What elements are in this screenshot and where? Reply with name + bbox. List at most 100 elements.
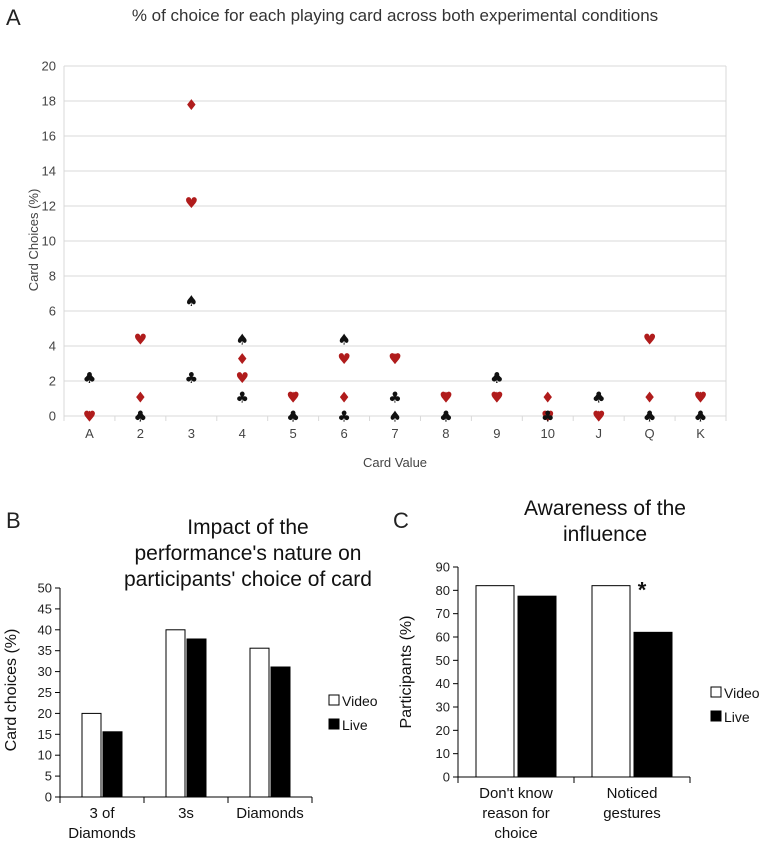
panel-b-letter: B (6, 508, 21, 533)
point-diamonds-a: ♦ (83, 408, 96, 426)
chart-b-axes (59, 588, 313, 803)
chart-c-y-ticks: 0 10 20 30 40 50 60 70 80 90 (436, 560, 458, 785)
chart-b-y-label: Card choices (%) (3, 629, 20, 752)
chart-a-y-tick-10: 10 (42, 234, 56, 249)
point-hearts-7: ♥ (388, 350, 401, 368)
chart-c-y-tick-90: 90 (436, 560, 450, 575)
chart-a-x-tick-9: 9 (493, 426, 500, 441)
point-diamonds-10: ♦ (541, 388, 554, 406)
chart-c-bar: Awareness of the influence 0 10 20 30 40 50 60 7… (398, 497, 760, 842)
chart-b-legend: Video Live (328, 693, 378, 733)
bar-video-noticed-gestures (591, 585, 631, 778)
point-diamonds-k: ♦ (694, 388, 707, 406)
point-spades-q: ♠ (643, 408, 656, 426)
chart-c-annotations: * (638, 578, 647, 603)
point-clubs-2: ♣ (134, 408, 147, 426)
bar-video-3-of-diamonds (81, 712, 102, 798)
chart-c-y-tick-20: 20 (436, 723, 450, 738)
chart-b-y-tick-40: 40 (38, 622, 52, 637)
point-spades-k: ♠ (694, 408, 707, 426)
chart-b-y-tick-50: 50 (38, 581, 52, 596)
point-diamonds-3: ♦ (185, 96, 198, 114)
chart-a-y-tick-4: 4 (49, 339, 56, 354)
bar-live-noticed-gestures (633, 631, 673, 778)
point-clubs-a: ♣ (83, 369, 96, 387)
chart-a-x-tick-j: J (595, 426, 602, 441)
point-hearts-6: ♥ (337, 350, 350, 368)
chart-b-bars (81, 629, 291, 798)
chart-a-y-label: Card Choices (%) (26, 189, 41, 292)
point-clubs-q: ♣ (643, 408, 656, 426)
significance-star: * (638, 578, 647, 603)
chart-a-scatter: % of choice for each playing card across… (26, 6, 727, 470)
chart-b-title-line-2: performance's nature on (135, 542, 362, 565)
chart-b-y-ticks: 0 5 10 15 20 25 30 35 40 45 50 (38, 581, 60, 805)
legend-label-live: Live (342, 717, 368, 733)
point-spades-j: ♠ (592, 388, 605, 406)
chart-a-x-tick-k: K (696, 426, 705, 441)
chart-b-bar: Impact of the performance's nature on part… (3, 516, 378, 842)
point-hearts-9: ♥ (490, 388, 503, 406)
chart-c-title-line-2: influence (563, 523, 647, 546)
chart-c-categories: Don't know reason for choice Noticed gesture… (479, 785, 661, 842)
chart-a-x-tick-2: 2 (137, 426, 144, 441)
chart-a-x-tick-5: 5 (290, 426, 297, 441)
chart-b-y-tick-45: 45 (38, 601, 52, 616)
chart-b-category-3-of-diamonds-line-1: 3 of (89, 805, 115, 822)
point-hearts-10: ♥ (541, 408, 554, 426)
point-clubs-j: ♣ (592, 388, 605, 406)
point-diamonds-9: ♦ (490, 388, 503, 406)
chart-a-y-tick-0: 0 (49, 409, 56, 424)
chart-a-title: % of choice for each playing card across… (132, 6, 658, 25)
point-diamonds-7: ♦ (388, 350, 401, 368)
chart-b-y-tick-10: 10 (38, 748, 52, 763)
point-clubs-3: ♣ (185, 369, 198, 387)
chart-a-x-ticks: A 2 3 4 5 6 7 8 9 10 J Q K (85, 426, 705, 441)
chart-c-category-noticed-gestures-line-1: Noticed (607, 785, 658, 802)
point-hearts-5: ♥ (286, 388, 299, 406)
point-diamonds-6: ♦ (337, 388, 350, 406)
point-spades-a: ♠ (83, 369, 96, 387)
point-clubs-5: ♣ (286, 408, 299, 426)
chart-c-y-tick-10: 10 (436, 746, 450, 761)
chart-a-x-tick-4: 4 (239, 426, 246, 441)
chart-c-category-don-t-know-reason-for-choice-line-1: Don't know (479, 785, 553, 802)
chart-b-y-tick-30: 30 (38, 664, 52, 679)
chart-c-category-don-t-know-reason-for-choice-line-2: reason for (482, 805, 550, 822)
bar-live-diamonds (270, 666, 291, 798)
chart-a-points: ♠♠♠♠♠♠♠ ♠♠♠♠♠ ♠♥♥♥♥♥♥ ♥♥ ♥♥ ♥♥♥♦♦♦♦♦ ♦♦♦ ♦ ♦♦♦ ♦♣… (83, 96, 708, 426)
point-clubs-4: ♣ (236, 388, 249, 406)
chart-a-y-tick-14: 14 (42, 164, 56, 179)
point-spades-2: ♠ (134, 408, 147, 426)
point-hearts-j: ♥ (592, 408, 605, 426)
chart-b-title-line-3: participants' choice of card (124, 568, 372, 591)
point-hearts-2: ♥ (134, 331, 147, 349)
chart-a-y-tick-12: 12 (42, 199, 56, 214)
chart-c-category-don-t-know-reason-for-choice-line-3: choice (494, 825, 537, 842)
chart-c-title-line-1: Awareness of the (524, 497, 686, 520)
bar-live-don-t-know-reason-for-choice (517, 595, 557, 778)
chart-a-x-label: Card Value (363, 455, 427, 470)
point-diamonds-4: ♦ (236, 350, 249, 368)
chart-c-y-tick-80: 80 (436, 583, 450, 598)
chart-c-y-tick-50: 50 (436, 653, 450, 668)
chart-a-y-ticks: 0 2 4 6 8 10 12 14 16 18 20 (42, 59, 56, 424)
chart-b-y-tick-20: 20 (38, 706, 52, 721)
legend-swatch-video (710, 686, 722, 698)
chart-a-y-tick-18: 18 (42, 94, 56, 109)
chart-a-y-tick-20: 20 (42, 59, 56, 74)
point-diamonds-q: ♦ (643, 388, 656, 406)
point-spades-9: ♠ (490, 369, 503, 387)
legend-label-video: Video (342, 693, 378, 709)
chart-b-title-line-1: Impact of the (187, 516, 308, 539)
chart-b-y-tick-0: 0 (45, 790, 52, 805)
point-spades-10: ♠ (541, 408, 554, 426)
chart-c-category-noticed-gestures-line-2: gestures (603, 805, 661, 822)
chart-a-x-tick-8: 8 (442, 426, 449, 441)
point-spades-8: ♠ (439, 408, 452, 426)
point-spades-6: ♠ (337, 331, 350, 349)
chart-c-y-tick-70: 70 (436, 606, 450, 621)
chart-b-category-3s-line-1: 3s (178, 805, 194, 822)
chart-b-y-tick-25: 25 (38, 685, 52, 700)
